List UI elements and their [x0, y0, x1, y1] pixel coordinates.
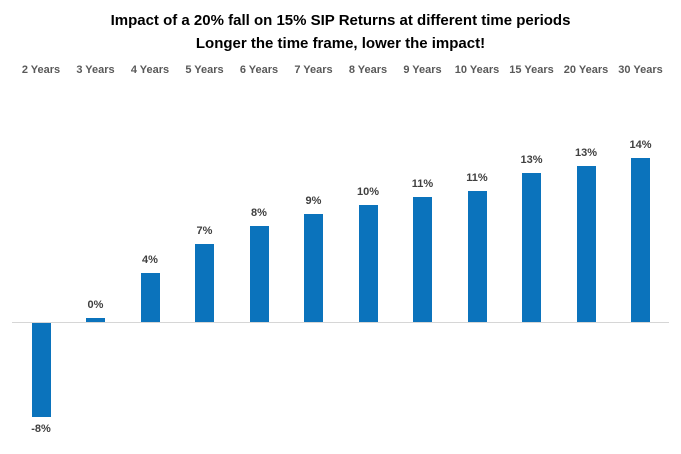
bar: [249, 226, 269, 322]
bar: [86, 318, 105, 322]
bar: [195, 244, 214, 322]
value-label: 11%: [466, 172, 488, 184]
category-label: 9 Years: [403, 64, 442, 76]
value-label: -8%: [31, 423, 51, 435]
bar: [413, 197, 432, 322]
value-label: 13%: [574, 147, 598, 159]
category-label: 8 Years: [348, 64, 388, 76]
value-label: 9%: [305, 195, 322, 207]
zero-axis-line: [12, 322, 669, 323]
value-label: 14%: [629, 139, 652, 151]
bar: [140, 273, 160, 322]
category-label: 10 Years: [454, 64, 500, 76]
category-label: 7 Years: [294, 64, 333, 76]
category-label: 20 Years: [563, 64, 609, 76]
bar: [576, 166, 596, 322]
bar: [31, 323, 51, 417]
chart-title-line2: Longer the time frame, lower the impact!: [195, 35, 486, 52]
value-label: 8%: [251, 207, 267, 219]
bar: [467, 191, 487, 322]
value-label: 0%: [87, 299, 104, 311]
category-label: 2 Years: [21, 64, 61, 76]
bar: [358, 205, 378, 322]
bar: [304, 214, 323, 322]
chart-title: Impact of a 20% fall on 15% SIP Returns …: [0, 9, 681, 55]
value-label: 7%: [196, 225, 213, 237]
bar: [522, 173, 541, 322]
category-label: 4 Years: [130, 64, 170, 76]
value-label: 4%: [142, 254, 158, 266]
value-label: 11%: [411, 178, 434, 190]
value-label: 13%: [520, 154, 543, 166]
category-label: 30 Years: [618, 64, 663, 76]
chart-title-line1: Impact of a 20% fall on 15% SIP Returns …: [110, 12, 571, 29]
category-label: 5 Years: [185, 64, 224, 76]
bar: [631, 158, 650, 322]
category-label: 15 Years: [509, 64, 554, 76]
category-label: 3 Years: [76, 64, 115, 76]
value-label: 10%: [356, 186, 380, 198]
category-label: 6 Years: [239, 64, 279, 76]
